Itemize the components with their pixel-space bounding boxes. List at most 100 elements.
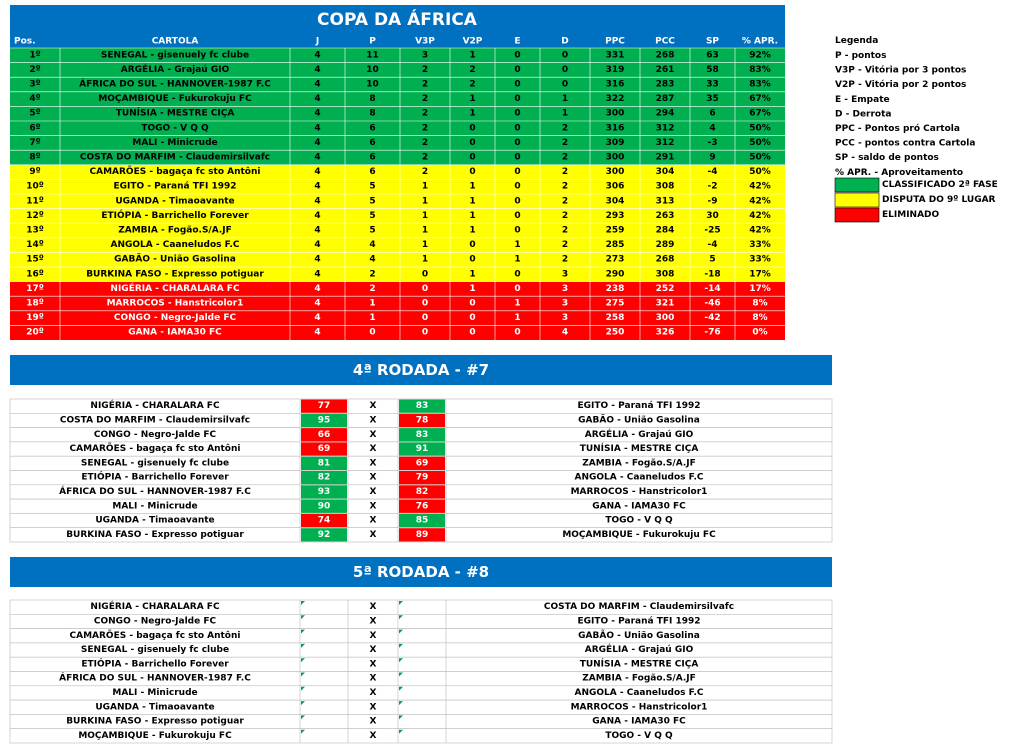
- cell: TUNÍSIA - MESTRE CIÇA: [116, 107, 235, 119]
- home-score: 74: [318, 516, 331, 526]
- cell: 67%: [749, 109, 771, 119]
- cell: GABÃO - União Gasolina: [114, 254, 236, 265]
- score-cell: [301, 485, 347, 499]
- cell: 9: [709, 153, 715, 163]
- cell-marker: [399, 701, 403, 706]
- versus: X: [370, 702, 377, 712]
- cell: 285: [606, 240, 625, 250]
- cell: 7º: [29, 138, 40, 148]
- column-header: V2P: [463, 37, 483, 47]
- cell: 0: [469, 138, 475, 148]
- standing-row: [10, 223, 785, 238]
- cell: 17%: [749, 269, 771, 279]
- column-header: Pos.: [14, 37, 36, 47]
- home-score: 69: [318, 444, 331, 454]
- cell: 1: [422, 196, 428, 206]
- cell: 30: [706, 211, 719, 221]
- cell: 0: [514, 109, 520, 119]
- cell: 2: [422, 123, 428, 133]
- legend-item: D - Derrota: [835, 109, 891, 119]
- standing-row: [10, 325, 785, 340]
- home-score: 95: [318, 415, 331, 425]
- cell: 4: [314, 80, 320, 90]
- cell: -18: [704, 269, 720, 279]
- cell: 11: [366, 50, 379, 60]
- cell: 2: [369, 284, 375, 294]
- cell: MARROCOS - Hanstricolor1: [107, 299, 244, 309]
- cell: 4: [314, 299, 320, 309]
- legend-item: PPC - Pontos pró Cartola: [835, 123, 960, 134]
- score-cell: [301, 413, 347, 428]
- cell: UGANDA - Timaoavante: [115, 196, 234, 206]
- standing-row: [10, 48, 785, 63]
- round-title: 5ª RODADA - #8: [353, 563, 489, 581]
- cell: 268: [656, 50, 675, 60]
- cell-marker: [399, 615, 403, 620]
- cell: 1: [369, 299, 375, 309]
- cell: 0: [469, 313, 475, 323]
- cell: 3: [562, 313, 568, 323]
- cell: 8: [369, 94, 375, 104]
- cell: 50%: [749, 123, 771, 133]
- cell-marker: [399, 672, 403, 677]
- cell: 0: [469, 255, 475, 265]
- column-header: J: [315, 37, 319, 47]
- cell: 4: [314, 94, 320, 104]
- cell: 4: [314, 50, 320, 60]
- cell: 4: [314, 328, 320, 338]
- standing-row: [10, 91, 785, 107]
- cell: ÁFRICA DO SUL - HANNOVER-1987 F.C: [79, 78, 271, 90]
- cell: 0: [514, 94, 520, 104]
- cell: 3: [562, 269, 568, 279]
- home-score: 92: [318, 530, 331, 540]
- cell: 19º: [26, 313, 44, 323]
- home-team: ÁFRICA DO SUL - HANNOVER-1987 F.C: [59, 485, 251, 497]
- cell: 312: [656, 138, 675, 148]
- standing-row: [10, 62, 785, 78]
- home-score: 93: [318, 487, 331, 497]
- cell: 304: [656, 167, 675, 177]
- cell: 4: [369, 255, 375, 265]
- cell: 18º: [26, 299, 44, 309]
- versus: X: [370, 717, 377, 727]
- cell: 42%: [749, 182, 771, 192]
- home-team: CONGO - Negro-Jalde FC: [94, 430, 217, 440]
- versus: X: [370, 501, 377, 511]
- cell: 1: [514, 313, 520, 323]
- away-team: TUNÍSIA - MESTRE CIÇA: [580, 657, 699, 669]
- cell: 1º: [29, 50, 40, 60]
- cell: 14º: [26, 240, 44, 250]
- cell: 6º: [29, 123, 40, 133]
- standing-row: [10, 237, 785, 253]
- home-team: MALI - Minicrude: [112, 688, 197, 698]
- cell: 4: [314, 255, 320, 265]
- cell: 1: [469, 182, 475, 192]
- cell: 263: [656, 211, 675, 221]
- cell: 2: [562, 226, 568, 236]
- cell: -25: [704, 226, 720, 236]
- versus: X: [370, 401, 377, 411]
- cell: 309: [606, 138, 625, 148]
- cell: 4: [314, 211, 320, 221]
- cell: 5: [369, 211, 375, 221]
- cell: 1: [422, 240, 428, 250]
- cell: 291: [656, 153, 675, 163]
- versus: X: [370, 444, 377, 454]
- cell: 273: [606, 255, 625, 265]
- cell: 50%: [749, 167, 771, 177]
- cell: 0: [469, 299, 475, 309]
- versus: X: [370, 602, 377, 612]
- versus: X: [370, 631, 377, 641]
- cell: ETIÓPIA - Barrichello Forever: [101, 209, 249, 221]
- cell: 259: [606, 226, 625, 236]
- cell: 1: [469, 284, 475, 294]
- cell-marker: [399, 601, 403, 605]
- score-cell: [301, 428, 347, 442]
- cell: 0: [422, 284, 428, 294]
- cell: 17%: [749, 284, 771, 294]
- cell: 6: [369, 167, 375, 177]
- cell: 12º: [26, 211, 44, 221]
- cell: 0%: [752, 328, 767, 338]
- cell: COSTA DO MARFIM - Claudemirsilvafc: [80, 153, 270, 163]
- standing-row: [10, 267, 785, 282]
